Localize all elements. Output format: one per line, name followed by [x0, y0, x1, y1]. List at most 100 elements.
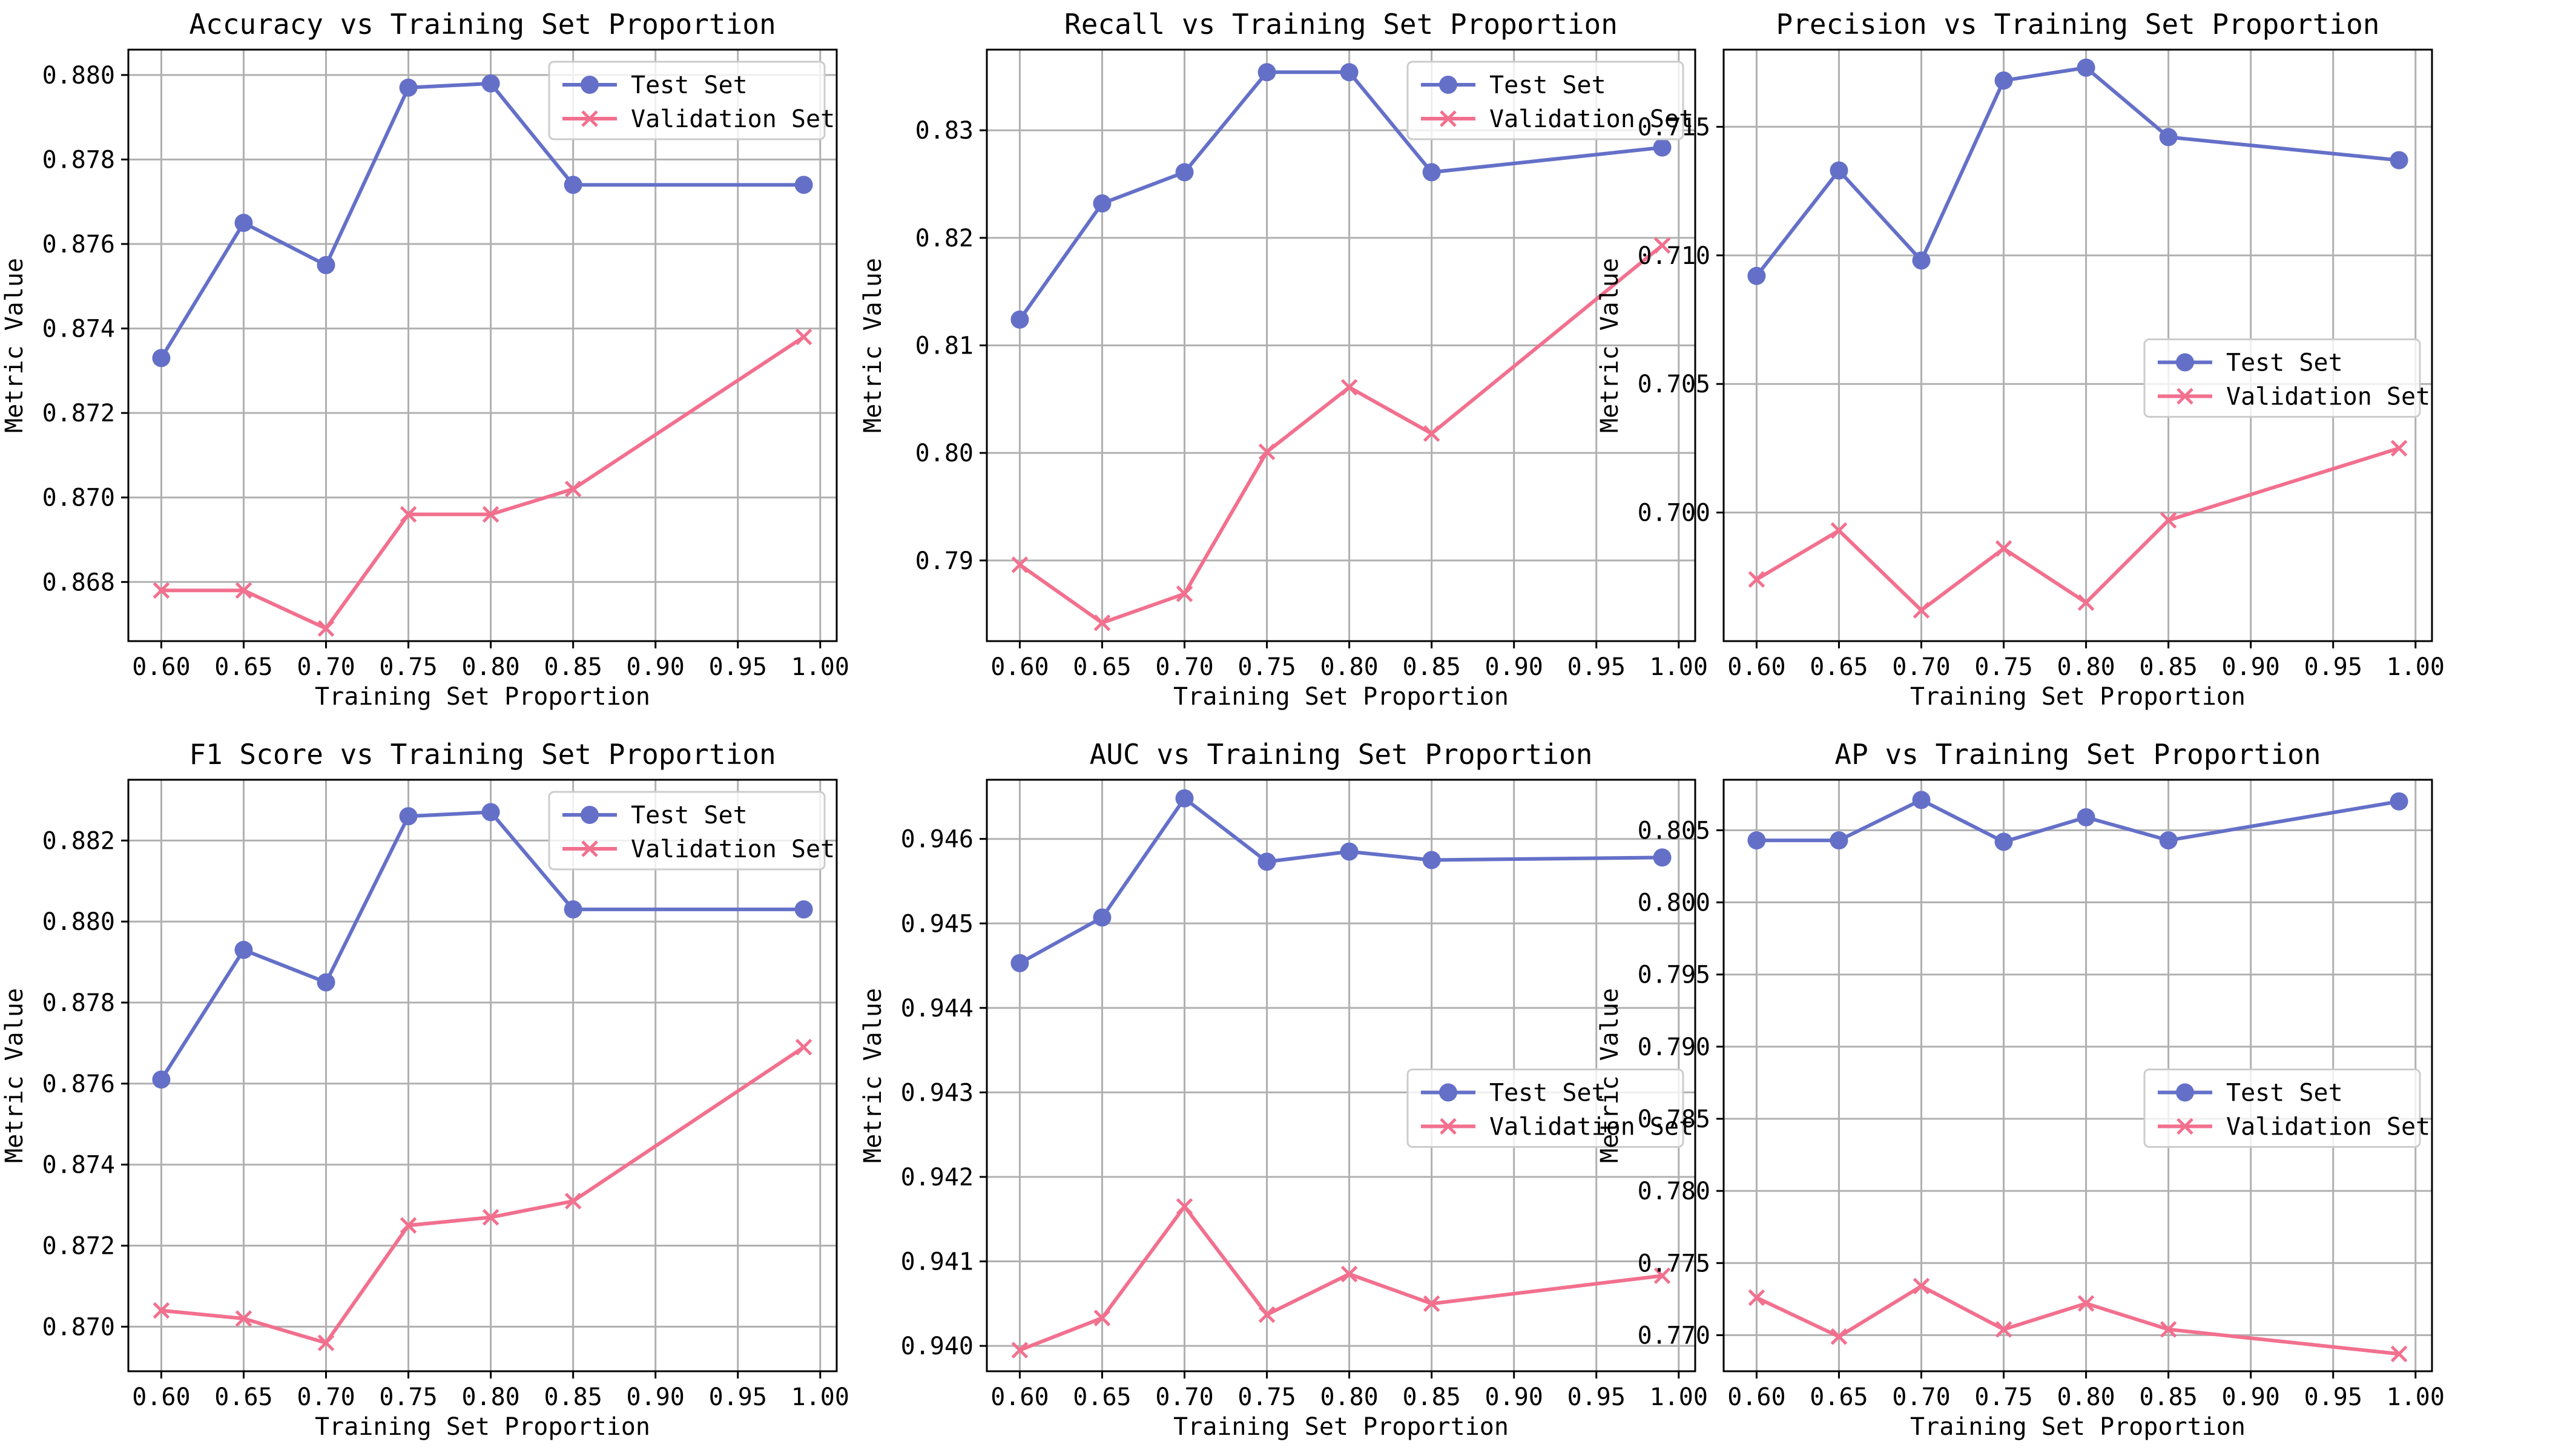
x-axis-label: Training Set Proportion: [1173, 1413, 1509, 1441]
test-set-point: [1830, 831, 1848, 850]
legend-label: Test Set: [631, 71, 748, 99]
test-set-point: [2390, 151, 2408, 170]
validation-set-point: [317, 1334, 335, 1351]
legend-label: Validation Set: [1489, 105, 1693, 133]
test-set-point: [1340, 63, 1359, 82]
y-axis-label: Metric Value: [1, 988, 28, 1163]
validation-set-point: [1830, 1328, 1848, 1345]
validation-set-point: [1093, 614, 1111, 631]
y-tick-label: 0.874: [42, 1151, 115, 1179]
chart-panel: 0.60 0.65 0.70 0.75 0.80 0.85 0.90 0.95 1.00 0.79…: [859, 8, 1708, 711]
x-tick-label: 0.95: [1567, 1383, 1626, 1411]
legend-marker-circle: [581, 806, 599, 824]
x-tick-label: 0.75: [1974, 1383, 2032, 1411]
legend-box: [2143, 338, 2421, 418]
validation-set-point: [2390, 1345, 2408, 1363]
test-set-point: [1010, 310, 1029, 329]
x-tick-label: 0.75: [1974, 653, 2032, 681]
x-tick-label: 0.90: [1485, 1383, 1543, 1411]
legend-marker-x: [2177, 387, 2193, 405]
test-set-point: [1175, 163, 1194, 182]
chart-panel: 0.60 0.65 0.70 0.75 0.80 0.85 0.90 0.95 1.00 0.70…: [1596, 8, 2445, 711]
validation-set-point: [317, 620, 335, 637]
x-tick-label: 0.60: [1727, 1383, 1785, 1411]
x-tick-label: 0.65: [1073, 653, 1131, 681]
validation-set-point: [2077, 1295, 2095, 1312]
y-tick-label: 0.770: [1638, 1322, 1710, 1349]
test-set-line: [1755, 65, 2399, 277]
y-tick-label: 0.878: [42, 989, 115, 1017]
chart-title: AP vs Training Set Proportion: [1834, 738, 2321, 771]
x-tick-label: 0.65: [1810, 653, 1868, 681]
plot-frame: [127, 48, 838, 642]
y-tick-label: 0.795: [1638, 961, 1710, 989]
legend-label: Validation Set: [1489, 1113, 1693, 1141]
x-tick-label: 0.65: [214, 1383, 272, 1411]
validation-set-point: [795, 328, 812, 346]
validation-set-point: [235, 1310, 252, 1327]
x-tick-label: 0.75: [1237, 1383, 1296, 1411]
test-set-point: [1422, 851, 1441, 869]
x-tick-label: 0.95: [2304, 653, 2362, 681]
validation-set-point: [1913, 602, 1930, 619]
chart-title: Recall vs Training Set Proportion: [1064, 8, 1618, 41]
y-tick-label: 0.941: [901, 1248, 974, 1276]
legend: Test Set Validation Set: [548, 791, 835, 871]
validation-set-point: [1093, 1309, 1111, 1326]
validation-set-point: [2160, 512, 2177, 529]
test-set-point: [234, 214, 253, 232]
test-set-point: [1912, 791, 1931, 809]
test-set-point: [1912, 251, 1931, 270]
y-tick-label: 0.943: [901, 1079, 974, 1107]
x-tick-label: 0.70: [1155, 1383, 1213, 1411]
y-tick-label: 0.876: [42, 231, 115, 259]
y-tick-label: 0.710: [1638, 242, 1710, 270]
x-tick-label: 0.90: [2222, 653, 2280, 681]
x-axis-label: Training Set Proportion: [1910, 683, 2246, 711]
test-set-point: [1747, 831, 1766, 850]
x-tick-label: 0.80: [461, 653, 519, 681]
validation-set-point: [1653, 1267, 1671, 1285]
y-tick-label: 0.715: [1638, 113, 1710, 141]
x-tick-label: 0.70: [1892, 1383, 1950, 1411]
test-set-point: [1830, 161, 1848, 180]
x-tick-label: 0.60: [132, 653, 190, 681]
x-tick-label: 0.60: [990, 1383, 1049, 1411]
test-set-point: [399, 807, 418, 826]
test-set-point: [2077, 808, 2095, 826]
test-set-point: [1994, 832, 2013, 851]
legend-marker-x: [2177, 1118, 2193, 1135]
x-tick-label: 0.75: [379, 1383, 437, 1411]
test-set-point: [2159, 128, 2178, 147]
test-set-point: [399, 78, 418, 97]
test-set-point: [317, 255, 335, 274]
validation-set-point: [482, 506, 499, 523]
validation-set-line: [1019, 1204, 1662, 1352]
test-set-point: [481, 803, 500, 822]
test-set-point: [1093, 194, 1112, 213]
legend: Test Set Validation Set: [2143, 1069, 2430, 1148]
plot-frame: [1722, 48, 2433, 642]
validation-set-point: [1258, 443, 1276, 461]
validation-set-point: [1340, 1265, 1358, 1283]
y-tick-label: 0.868: [42, 568, 115, 596]
y-tick-label: 0.785: [1638, 1105, 1710, 1133]
x-tick-label: 0.95: [709, 1383, 767, 1411]
plot-frame: [986, 779, 1696, 1372]
y-tick-label: 0.870: [42, 484, 115, 512]
x-tick-label: 0.95: [2304, 1383, 2362, 1411]
legend-marker-circle: [581, 76, 599, 94]
validation-set-point: [564, 1193, 582, 1210]
validation-set-point: [1913, 1277, 1930, 1295]
legend-box: [1406, 61, 1684, 140]
y-tick-label: 0.775: [1638, 1250, 1710, 1277]
x-tick-label: 1.00: [2387, 1383, 2445, 1411]
validation-set-point: [1011, 1342, 1029, 1359]
legend-label: Test Set: [1489, 1079, 1606, 1107]
test-set-point: [1994, 71, 2013, 90]
legend-label: Validation Set: [2226, 383, 2430, 411]
test-set-point: [2077, 58, 2095, 77]
test-set-point: [2390, 792, 2408, 811]
validation-set-point: [1830, 522, 1848, 539]
